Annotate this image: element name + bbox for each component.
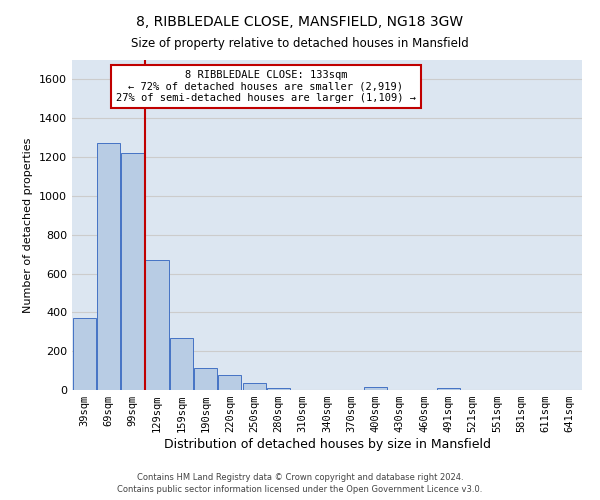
Text: Contains HM Land Registry data © Crown copyright and database right 2024.: Contains HM Land Registry data © Crown c…	[137, 474, 463, 482]
Bar	[170, 338, 193, 390]
Bar	[437, 388, 460, 390]
Bar	[267, 388, 290, 390]
Y-axis label: Number of detached properties: Number of detached properties	[23, 138, 34, 312]
Text: 8 RIBBLEDALE CLOSE: 133sqm
← 72% of detached houses are smaller (2,919)
27% of s: 8 RIBBLEDALE CLOSE: 133sqm ← 72% of deta…	[116, 70, 416, 103]
Text: 8, RIBBLEDALE CLOSE, MANSFIELD, NG18 3GW: 8, RIBBLEDALE CLOSE, MANSFIELD, NG18 3GW	[136, 15, 464, 29]
Bar	[121, 153, 144, 390]
Bar	[242, 383, 266, 390]
Text: Size of property relative to detached houses in Mansfield: Size of property relative to detached ho…	[131, 38, 469, 51]
Bar	[218, 376, 241, 390]
Bar	[364, 387, 387, 390]
Bar	[194, 368, 217, 390]
Bar	[145, 260, 169, 390]
Text: Contains public sector information licensed under the Open Government Licence v3: Contains public sector information licen…	[118, 485, 482, 494]
Bar	[73, 318, 95, 390]
X-axis label: Distribution of detached houses by size in Mansfield: Distribution of detached houses by size …	[163, 438, 491, 451]
Bar	[97, 144, 120, 390]
